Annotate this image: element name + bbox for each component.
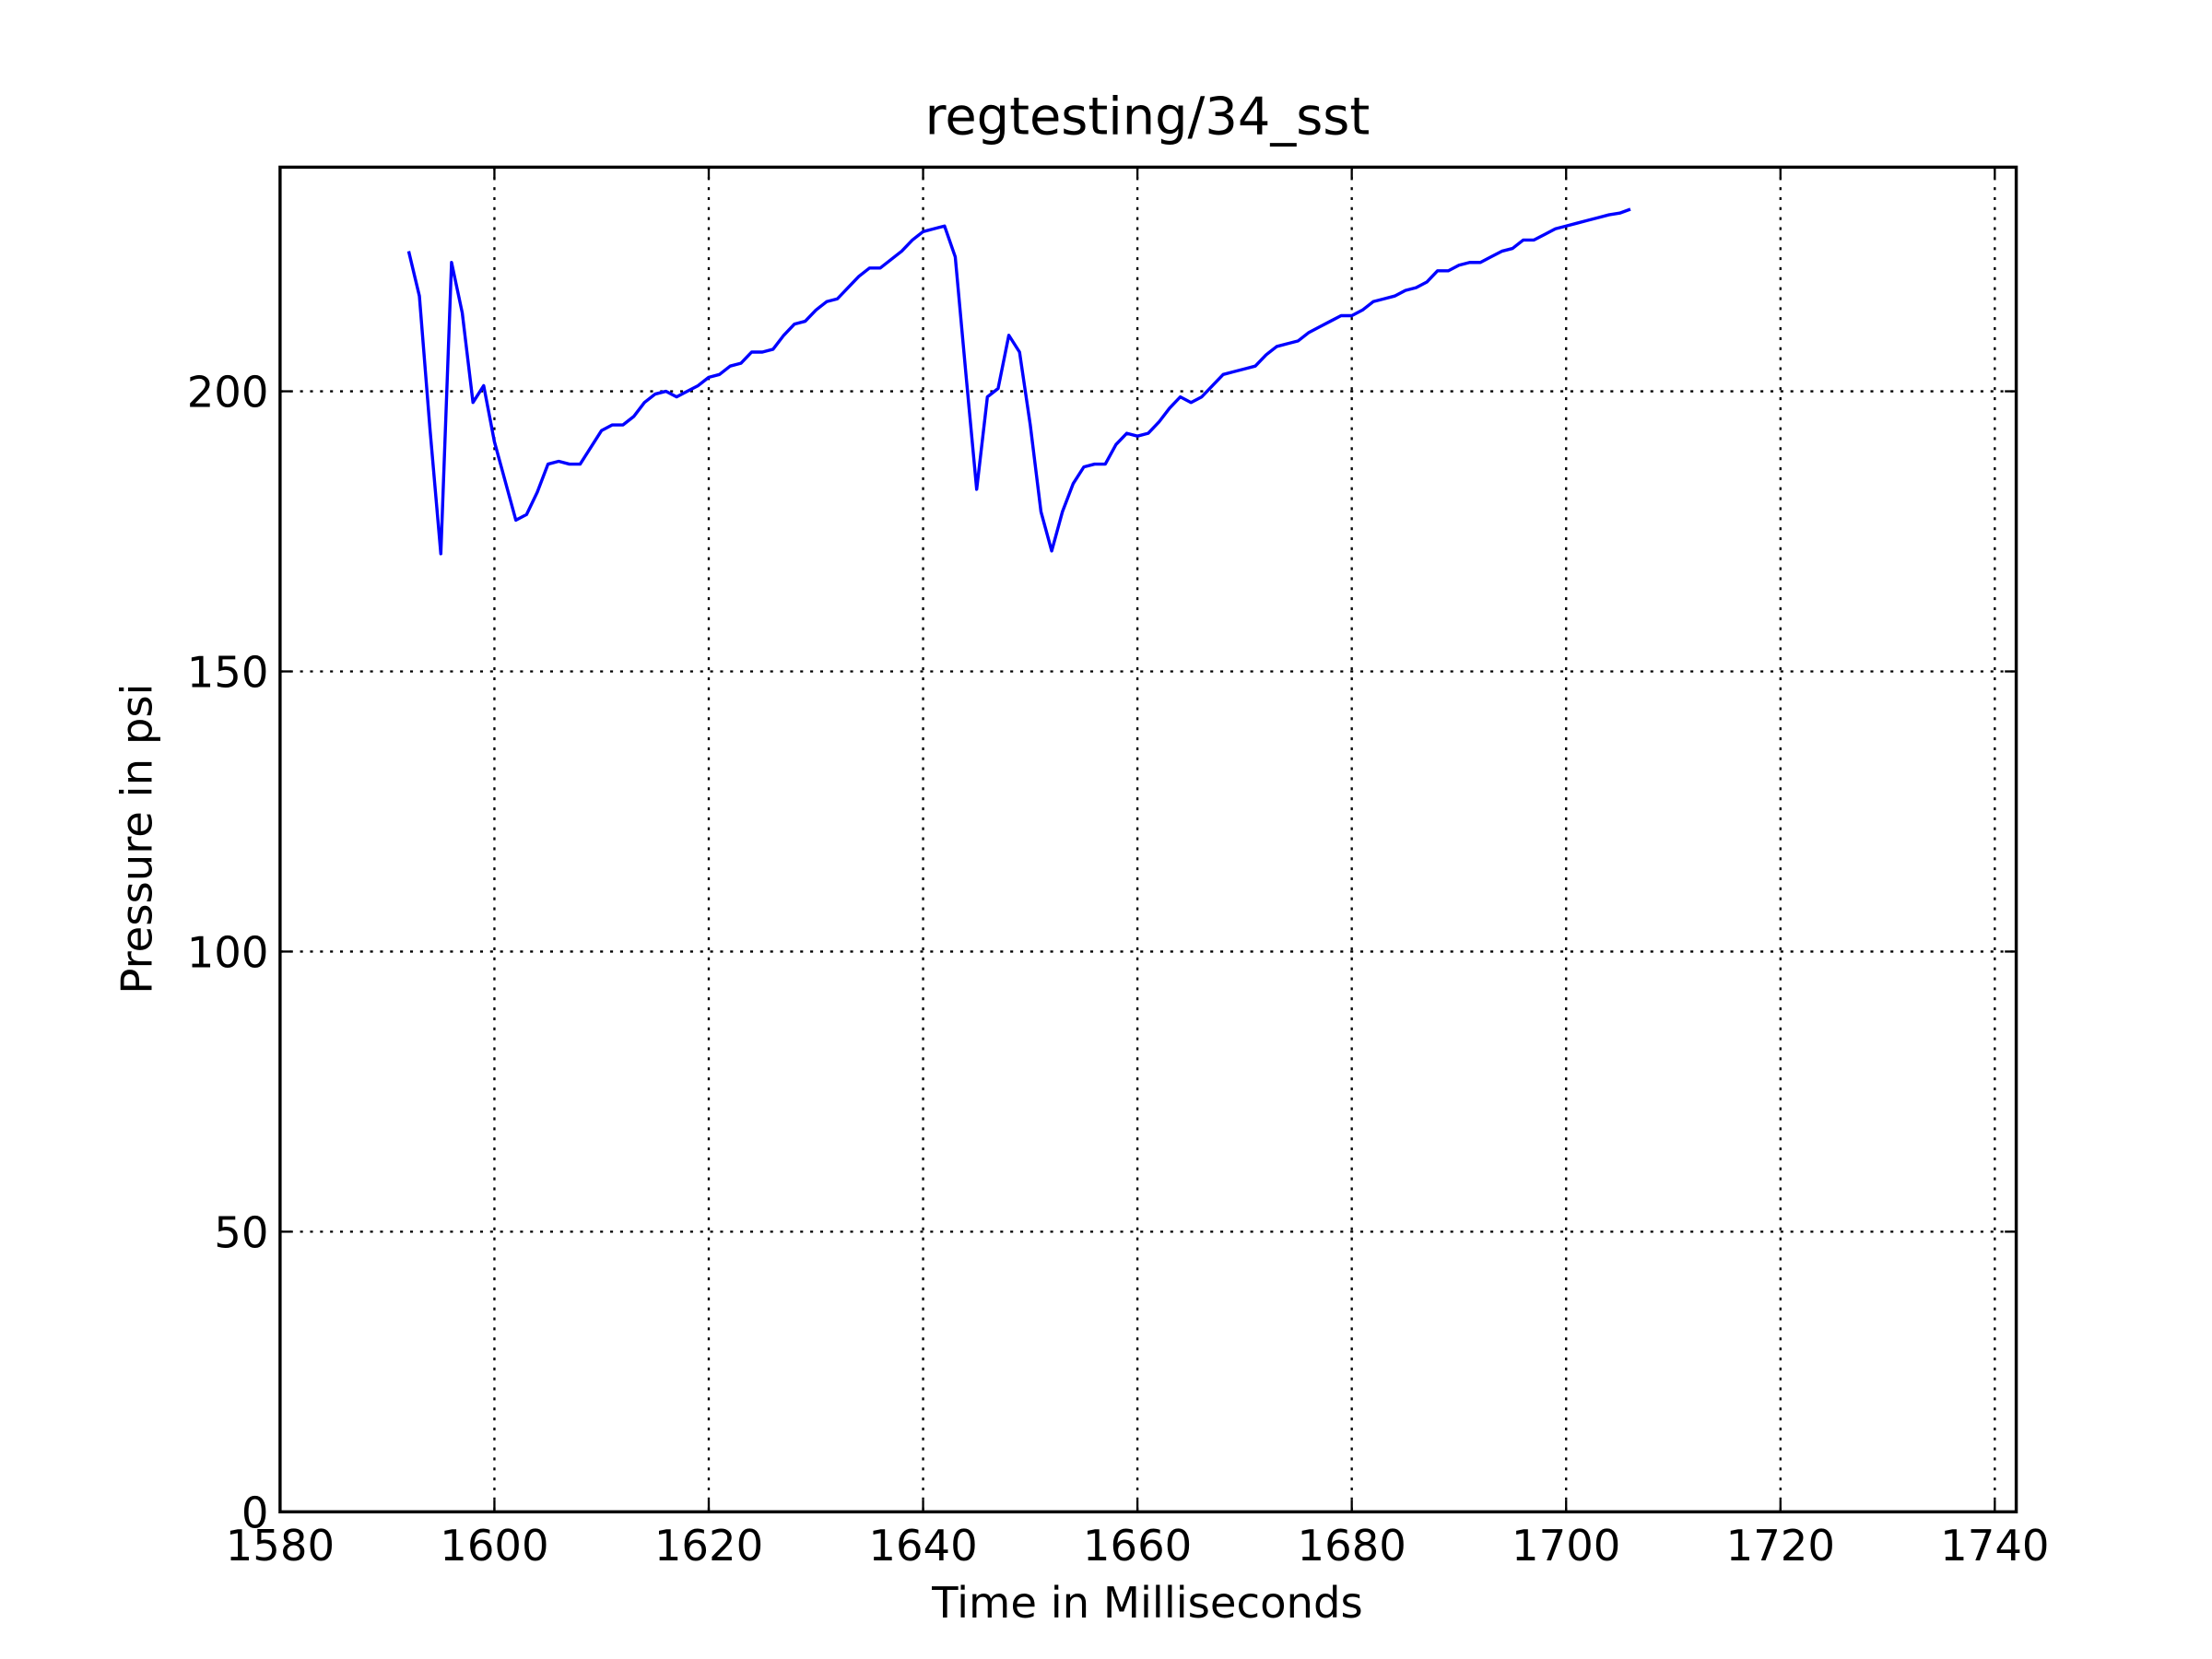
y-tick-label: 150: [187, 648, 269, 698]
x-tick-label: 1660: [1083, 1521, 1192, 1571]
x-tick-label: 1620: [654, 1521, 763, 1571]
x-tick-label: 1640: [868, 1521, 977, 1571]
x-tick-label: 1720: [1726, 1521, 1835, 1571]
x-tick-label: 1700: [1512, 1521, 1620, 1571]
x-tick-label: 1680: [1297, 1521, 1406, 1571]
data-line: [406, 207, 1631, 556]
x-axis-label: Time in Milliseconds: [931, 1578, 1363, 1628]
x-tick-label: 1740: [1940, 1521, 2049, 1571]
y-tick-label: 200: [187, 368, 269, 418]
y-tick-label: 50: [214, 1207, 268, 1257]
x-tick-label: 1580: [226, 1521, 335, 1571]
y-axis-label: Pressure in psi: [112, 683, 161, 994]
y-tick-label: 0: [241, 1488, 269, 1537]
plot-frame: [278, 165, 2018, 1514]
y-tick-label: 100: [187, 927, 269, 977]
chart-title: regtesting/34_sst: [925, 88, 1371, 147]
x-tick-label: 1600: [440, 1521, 548, 1571]
